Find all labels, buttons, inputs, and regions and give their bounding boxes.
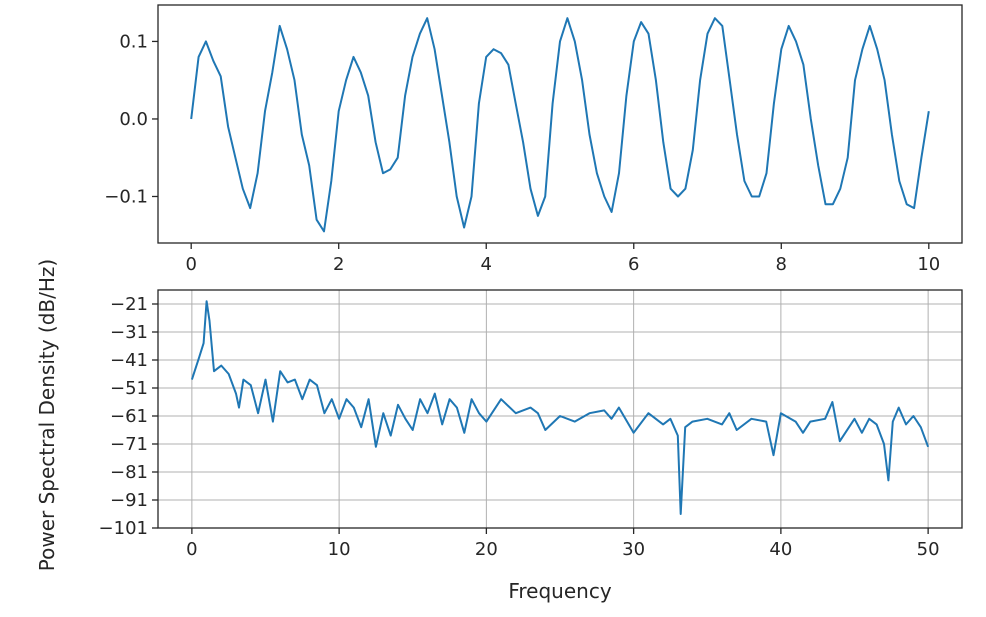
psd-y-ticks: −101 −91 −81 −71 −61 −51 −41 −31 −21 [99, 294, 158, 539]
x-tick-label: 2 [333, 254, 344, 275]
psd-frame [157, 289, 963, 529]
psd-y-axis-label: Power Spectral Density (dB/Hz) [35, 259, 59, 571]
psd-x-ticks: 0 10 20 30 40 50 [186, 528, 940, 560]
x-tick-label: 0 [186, 539, 197, 560]
x-tick-label: 20 [475, 539, 498, 560]
y-tick-label: −81 [110, 462, 148, 483]
time-signal-y-ticks: −0.1 0.0 0.1 [104, 31, 158, 207]
psd-grid [158, 290, 962, 529]
x-tick-label: 10 [917, 254, 940, 275]
y-tick-label: −51 [110, 378, 148, 399]
y-tick-label: −31 [110, 322, 148, 343]
psd-x-axis-label: Frequency [508, 579, 611, 603]
y-tick-label: −0.1 [104, 186, 148, 207]
x-tick-label: 40 [769, 539, 792, 560]
x-tick-label: 30 [622, 539, 645, 560]
time-signal-x-ticks: 0 2 4 6 8 10 [185, 243, 940, 275]
x-tick-label: 10 [328, 539, 351, 560]
y-tick-label: −91 [110, 490, 148, 511]
y-tick-label: −41 [110, 350, 148, 371]
psd-plot: 0 10 20 30 40 50 −101 −91 −81 −71 −61 −51 −41 −31 −21… [35, 259, 963, 603]
psd-line [190, 300, 930, 515]
x-tick-label: 4 [481, 254, 492, 275]
x-tick-label: 8 [776, 254, 787, 275]
time-signal-plot: 0 2 4 6 8 10 −0.1 0.0 0.1 [104, 4, 963, 275]
y-tick-label: 0.0 [119, 109, 148, 130]
x-tick-label: 6 [628, 254, 639, 275]
y-tick-label: −101 [99, 518, 148, 539]
y-tick-label: −61 [110, 406, 148, 427]
y-tick-label: 0.1 [119, 31, 148, 52]
x-tick-label: 0 [185, 254, 196, 275]
time-signal-line [190, 17, 930, 233]
y-tick-label: −21 [110, 294, 148, 315]
y-tick-label: −71 [110, 434, 148, 455]
x-tick-label: 50 [917, 539, 940, 560]
time-signal-frame [157, 4, 963, 244]
